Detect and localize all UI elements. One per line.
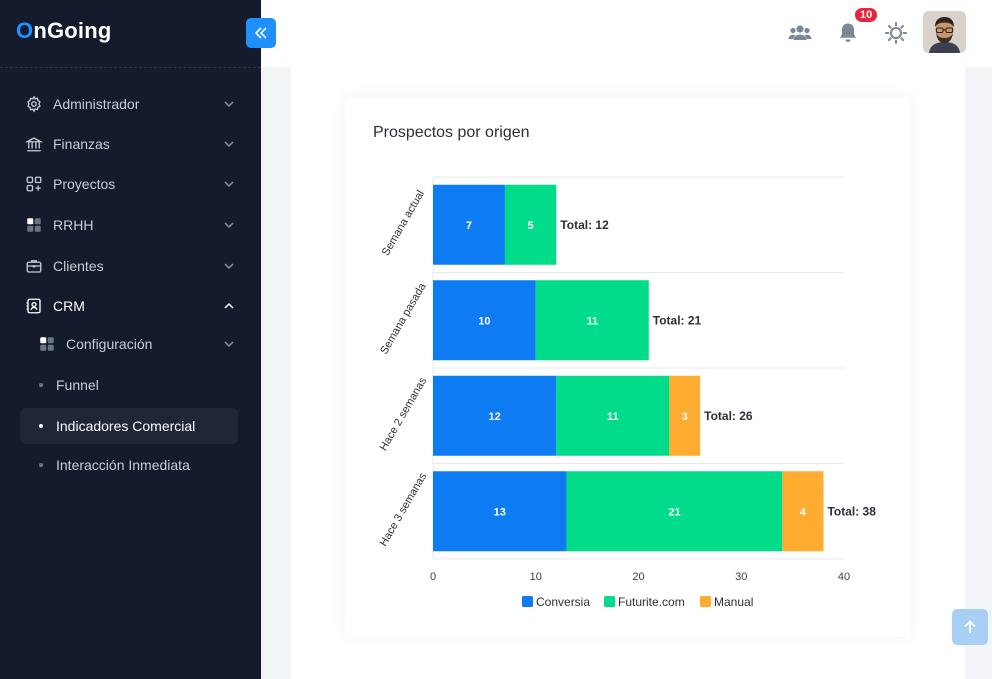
- bar-segment: [433, 184, 505, 265]
- sidebar-divider: [0, 67, 261, 68]
- sun-icon: [885, 22, 907, 44]
- total-label: Total: 38: [827, 504, 876, 518]
- notifications-count-badge: 10: [853, 6, 880, 24]
- double-chevron-left-icon: [254, 27, 267, 39]
- sidebar-item-label: Configuración: [66, 336, 153, 352]
- sidebar-item-label: Finanzas: [53, 136, 110, 152]
- legend-swatch: [604, 596, 615, 607]
- sidebar-item-indicadores-comercial[interactable]: Indicadores Comercial: [20, 408, 238, 444]
- bar-segment: [504, 184, 557, 265]
- chevron-down-icon: [224, 141, 234, 148]
- chevron-down-icon: [224, 181, 234, 188]
- total-label: Total: 12: [560, 218, 609, 232]
- bullet-icon: [39, 383, 43, 387]
- sidebar-item-label: Interacción Inmediata: [56, 457, 190, 473]
- total-label: Total: 21: [653, 313, 702, 327]
- sidebar-item-configuracion[interactable]: Configuración: [33, 326, 238, 362]
- bar-segment: [433, 280, 536, 361]
- theme-toggle-button[interactable]: [883, 20, 909, 46]
- bar-segment: [556, 375, 670, 456]
- legend-label: Conversia: [536, 595, 590, 609]
- data-label: 5: [528, 220, 534, 232]
- sidebar-item-rrhh[interactable]: RRHH: [20, 207, 238, 243]
- sidebar-item-label: Clientes: [53, 258, 104, 274]
- users-button[interactable]: [787, 20, 813, 46]
- total-label: Total: 26: [704, 409, 753, 423]
- data-label: 3: [682, 411, 688, 423]
- data-label: 11: [607, 411, 619, 423]
- chevron-down-icon: [224, 101, 234, 108]
- card-title: Prospectos por origen: [373, 124, 530, 141]
- x-tick-label: 40: [838, 571, 850, 583]
- sidebar-item-crm[interactable]: CRM: [20, 288, 238, 324]
- bar-segment: [433, 375, 557, 456]
- apps-plus-icon: [24, 174, 44, 194]
- sidebar-item-finanzas[interactable]: Finanzas: [20, 126, 238, 162]
- sidebar-item-label: RRHH: [53, 217, 94, 233]
- bar-segment: [433, 471, 567, 552]
- bar-segment: [669, 375, 701, 456]
- sidebar-item-label: Funnel: [56, 377, 99, 393]
- x-tick-label: 10: [530, 571, 542, 583]
- scroll-to-top-button[interactable]: [952, 609, 988, 645]
- collapse-sidebar-button[interactable]: [246, 18, 276, 48]
- users-icon: [788, 25, 812, 40]
- data-label: 10: [478, 315, 490, 327]
- stacked-bar-chart: 7 5 Total: 12 Semana actual 10 11 Total: 21 Sem…: [378, 176, 876, 609]
- sidebar-item-label: Indicadores Comercial: [56, 418, 196, 434]
- x-tick-label: 20: [632, 571, 644, 583]
- bank-icon: [24, 134, 44, 154]
- bar-segment: [566, 471, 783, 552]
- grid-icon: [24, 215, 44, 235]
- sidebar-item-proyectos[interactable]: Proyectos: [20, 166, 238, 202]
- sidebar-item-administrador[interactable]: Administrador: [20, 86, 238, 122]
- contact-card-icon: [24, 296, 44, 316]
- category-label: Hace 2 semanas: [378, 375, 430, 453]
- legend-swatch: [522, 596, 533, 607]
- avatar[interactable]: [923, 11, 966, 53]
- gear-icon: [24, 94, 44, 114]
- notifications-button[interactable]: [835, 20, 861, 46]
- data-label: 7: [466, 220, 472, 232]
- category-label: Hace 3 semanas: [378, 471, 430, 549]
- bar-segment: [782, 471, 824, 552]
- legend-label: Futurite.com: [618, 595, 685, 609]
- grid-icon: [37, 334, 57, 354]
- x-tick-label: 0: [430, 571, 436, 583]
- sidebar-item-label: Proyectos: [53, 176, 116, 192]
- sidebar-item-funnel[interactable]: Funnel: [20, 367, 238, 403]
- chevron-down-icon: [224, 222, 234, 229]
- legend-label: Manual: [714, 595, 753, 609]
- data-label: 13: [494, 506, 506, 518]
- data-label: 4: [800, 506, 807, 518]
- briefcase-icon: [24, 256, 44, 276]
- bullet-icon: [39, 463, 43, 467]
- data-label: 12: [489, 411, 501, 423]
- legend-swatch: [700, 596, 711, 607]
- sidebar-item-label: Administrador: [53, 96, 140, 112]
- user-avatar-icon: [923, 11, 966, 53]
- sidebar-item-interaccion-inmediata[interactable]: Interacción Inmediata: [20, 447, 238, 483]
- category-label: Semana pasada: [378, 280, 429, 356]
- chevron-up-icon: [224, 302, 234, 309]
- sidebar-item-label: CRM: [53, 298, 85, 314]
- sidebar: OnGoing Administrador Finanzas Proyectos…: [0, 0, 261, 679]
- chevron-down-icon: [224, 341, 234, 348]
- logo[interactable]: OnGoing: [16, 18, 112, 43]
- category-label: Semana actual: [380, 188, 427, 258]
- bar-segment: [535, 280, 649, 361]
- data-label: 21: [668, 506, 680, 518]
- sidebar-item-clientes[interactable]: Clientes: [20, 248, 238, 284]
- bell-icon: [840, 23, 856, 42]
- chevron-down-icon: [224, 263, 234, 270]
- bullet-icon: [39, 424, 43, 428]
- data-label: 11: [586, 315, 598, 327]
- x-tick-label: 30: [735, 571, 747, 583]
- arrow-up-icon: [964, 620, 976, 633]
